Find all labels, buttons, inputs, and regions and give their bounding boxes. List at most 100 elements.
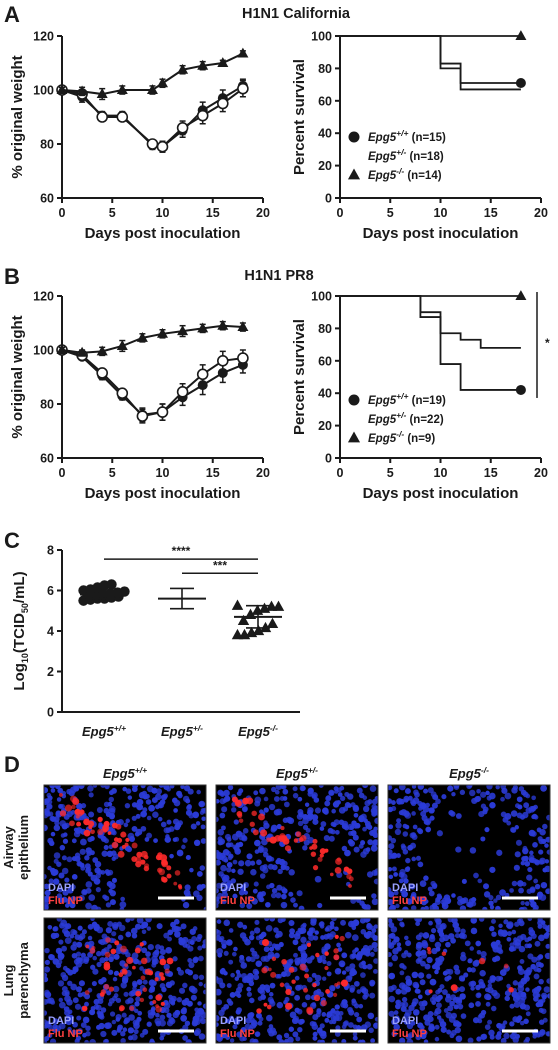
x-tick-label: 0 [337,466,344,480]
dapi-nucleus [334,1010,341,1016]
dapi-nucleus [121,1012,127,1018]
micrograph-border [43,784,207,911]
dapi-nucleus [196,789,201,795]
flu-np-signal [114,940,120,946]
end-marker [515,290,527,300]
dapi-nucleus [103,807,110,814]
dapi-nucleus [393,788,399,794]
dapi-nucleus [168,826,175,832]
dapi-nucleus [324,1017,330,1023]
dapi-nucleus [478,811,485,818]
dapi-nucleus [284,996,290,1002]
dapi-nucleus [427,886,433,892]
dapi-nucleus [352,919,360,927]
y-tick-label: 60 [40,192,54,206]
flu-np-signal [266,837,271,843]
dapi-nucleus [408,1032,415,1039]
dapi-nucleus [373,947,378,953]
flu-np-signal [339,935,345,942]
flu-np-signal [285,1002,293,1010]
dapi-nucleus [434,1007,442,1015]
dapi-nucleus [267,863,274,870]
dapi-nucleus [411,811,416,816]
dapi-label: DAPI [392,1015,418,1027]
dapi-nucleus [185,1039,192,1043]
dapi-nucleus [124,803,131,809]
dapi-nucleus [187,958,193,963]
dapi-nucleus [189,867,194,873]
dapi-nucleus [388,898,394,906]
dapi-nucleus [448,933,455,940]
dapi-nucleus [369,992,376,999]
survival-step-line [340,35,521,84]
dapi-nucleus [241,835,247,841]
flu-np-signal [140,850,148,858]
dapi-nucleus [112,923,119,931]
dapi-nucleus [253,881,259,887]
dapi-nucleus [198,801,205,807]
dapi-nucleus [54,932,60,938]
dapi-nucleus [351,934,359,941]
dapi-nucleus [56,893,63,899]
dapi-nucleus [353,980,360,987]
dapi-nucleus [56,918,62,922]
data-point [56,84,68,94]
dapi-nucleus [250,860,256,866]
dapi-nucleus [269,918,276,922]
dapi-nucleus [326,960,332,967]
dapi-nucleus [74,855,81,862]
dapi-nucleus [485,790,490,796]
flu-np-signal [334,934,339,939]
dapi-nucleus [231,868,236,874]
dapi-nucleus [404,788,411,795]
dapi-nucleus [526,874,533,881]
dapi-nucleus [200,824,206,830]
dapi-nucleus [185,798,191,804]
dapi-nucleus [429,904,436,910]
dapi-nucleus [481,1033,488,1040]
dapi-nucleus [307,791,313,797]
dapi-nucleus [173,918,180,925]
dapi-nucleus [202,1003,206,1009]
dapi-nucleus [503,1032,510,1040]
dapi-nucleus [487,1019,493,1025]
dapi-nucleus [514,942,522,949]
dapi-nucleus [296,956,304,964]
dapi-nucleus [100,1007,107,1013]
dapi-nucleus [473,872,479,879]
dapi-nucleus [251,950,258,957]
dapi-nucleus [98,822,103,827]
dapi-nucleus [259,989,266,996]
dapi-nucleus [495,1033,502,1040]
dapi-nucleus [269,882,275,889]
dapi-nucleus [470,967,476,973]
flu-np-signal [81,1005,88,1012]
dapi-nucleus [417,1022,424,1029]
dapi-nucleus [412,824,418,830]
dapi-nucleus [265,988,271,993]
micrograph-content [216,785,378,910]
dapi-nucleus [249,956,256,963]
data-point [272,600,285,611]
dapi-nucleus [405,940,412,947]
dapi-nucleus [62,838,69,844]
dapi-nucleus [393,872,398,877]
dapi-nucleus [216,852,222,859]
dapi-nucleus [131,1033,138,1041]
dapi-nucleus [109,813,115,820]
micrograph-border [43,917,207,1044]
dapi-nucleus [480,791,487,798]
dapi-nucleus [85,1025,91,1031]
dapi-nucleus [506,923,511,929]
dapi-nucleus [371,798,378,805]
dapi-nucleus [222,874,230,882]
dapi-nucleus [457,895,463,902]
flu-np-signal [325,988,331,994]
dapi-nucleus [474,959,480,966]
dapi-nucleus [203,983,206,989]
dapi-nucleus [476,992,482,998]
flu-np-signal [441,951,447,956]
dapi-nucleus [525,987,530,992]
dapi-nucleus [442,970,448,976]
